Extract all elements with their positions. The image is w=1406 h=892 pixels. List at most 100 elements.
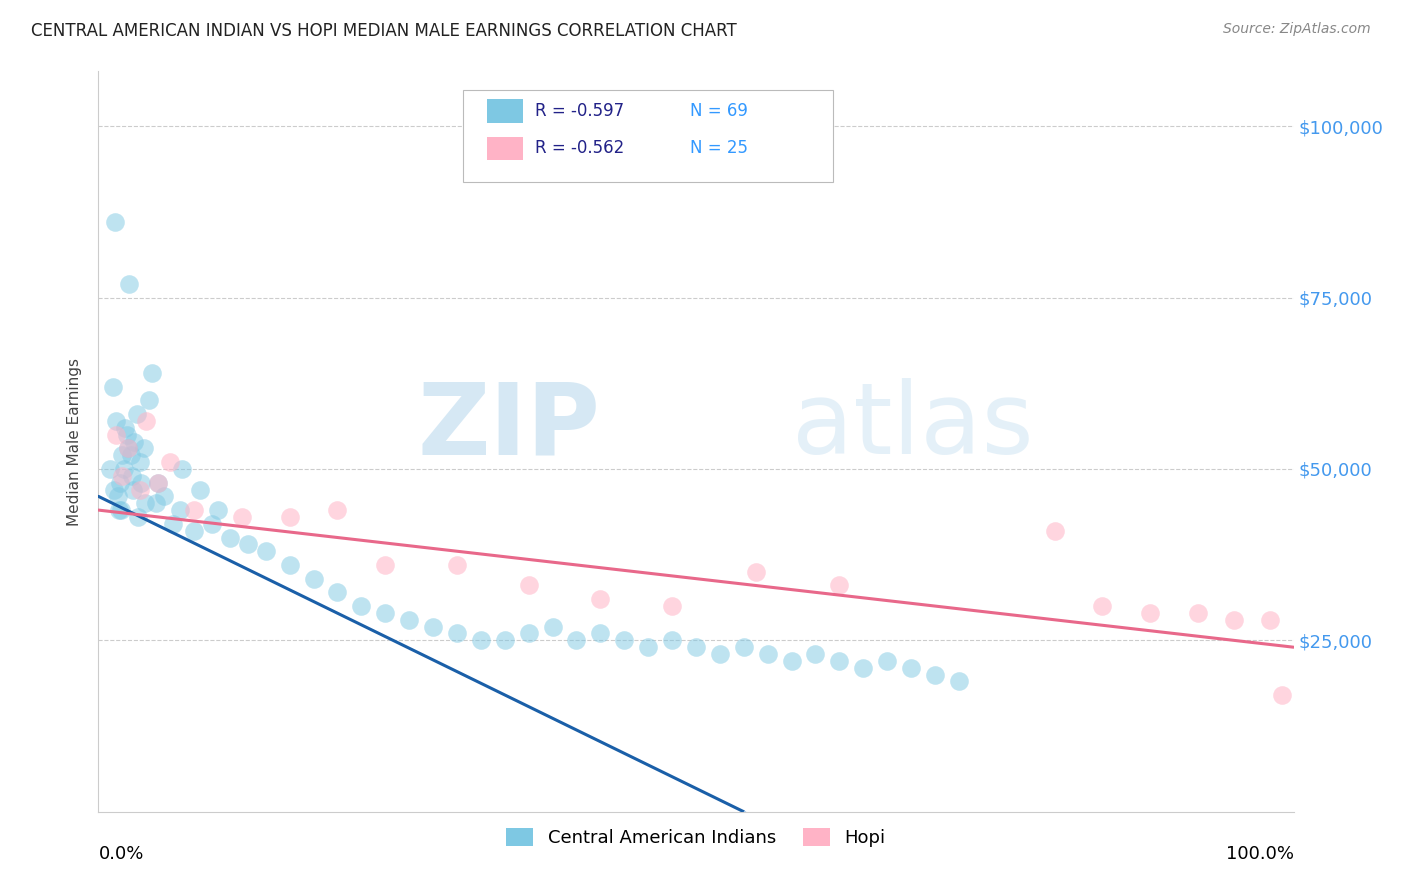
Point [105, 414, 128, 428]
Legend: Central American Indians, Hopi: Central American Indians, Hopi [499, 821, 893, 855]
Point [135, 414, 157, 428]
Point [541, 619, 564, 633]
Point [129, 455, 152, 469]
Point [733, 640, 755, 655]
Point [129, 483, 152, 497]
Text: CENTRAL AMERICAN INDIAN VS HOPI MEDIAN MALE EARNINGS CORRELATION CHART: CENTRAL AMERICAN INDIAN VS HOPI MEDIAN M… [31, 22, 737, 40]
Point [1271, 688, 1294, 702]
Point [131, 475, 153, 490]
Point [374, 606, 396, 620]
Text: 100.0%: 100.0% [1226, 845, 1294, 863]
Text: R = -0.562: R = -0.562 [534, 139, 624, 157]
Point [183, 503, 205, 517]
Text: atlas: atlas [792, 378, 1033, 475]
Point [132, 442, 155, 456]
Point [948, 674, 970, 689]
Point [278, 558, 301, 572]
Point [254, 544, 277, 558]
Point [105, 427, 128, 442]
Point [145, 496, 167, 510]
Text: N = 25: N = 25 [690, 139, 748, 157]
Point [148, 475, 170, 490]
Point [613, 633, 636, 648]
Point [114, 421, 136, 435]
Point [302, 572, 325, 586]
Point [565, 633, 588, 648]
Bar [486, 136, 523, 161]
Point [709, 647, 731, 661]
Point [231, 510, 253, 524]
Point [111, 448, 134, 462]
Point [422, 619, 444, 633]
Point [1223, 613, 1246, 627]
Point [326, 585, 349, 599]
Point [219, 531, 242, 545]
Point [183, 524, 205, 538]
Point [589, 592, 612, 607]
Point [207, 503, 229, 517]
Point [661, 633, 683, 648]
Point [121, 468, 143, 483]
Point [236, 537, 259, 551]
Text: N = 69: N = 69 [690, 103, 748, 120]
Point [115, 427, 138, 442]
Text: R = -0.597: R = -0.597 [534, 103, 624, 120]
Point [804, 647, 827, 661]
Point [350, 599, 373, 613]
Point [172, 462, 194, 476]
Point [120, 448, 142, 462]
Point [745, 565, 768, 579]
Point [110, 503, 132, 517]
Point [780, 654, 803, 668]
Point [637, 640, 659, 655]
Point [141, 366, 163, 380]
Point [162, 516, 184, 531]
Point [104, 215, 127, 229]
Point [1139, 606, 1161, 620]
Point [446, 558, 468, 572]
Point [153, 489, 176, 503]
Point [118, 277, 141, 291]
Point [1091, 599, 1114, 613]
Point [1043, 524, 1066, 538]
Text: 0.0%: 0.0% [98, 845, 143, 863]
Point [756, 647, 779, 661]
Point [122, 483, 145, 497]
Point [828, 578, 851, 592]
Point [828, 654, 851, 668]
Point [876, 654, 898, 668]
Point [111, 468, 134, 483]
Point [108, 475, 131, 490]
Point [685, 640, 707, 655]
Point [125, 407, 148, 421]
Point [101, 380, 124, 394]
Point [326, 503, 349, 517]
Point [134, 496, 156, 510]
Point [159, 455, 181, 469]
Point [900, 661, 922, 675]
Point [589, 626, 612, 640]
Point [446, 626, 468, 640]
Point [1187, 606, 1209, 620]
Point [852, 661, 875, 675]
Point [107, 503, 129, 517]
Point [517, 578, 540, 592]
Point [103, 483, 125, 497]
Point [517, 626, 540, 640]
Point [494, 633, 516, 648]
FancyBboxPatch shape [463, 90, 834, 183]
Point [201, 516, 224, 531]
Bar [486, 100, 523, 123]
Y-axis label: Median Male Earnings: Median Male Earnings [67, 358, 83, 525]
Point [148, 475, 170, 490]
Point [470, 633, 492, 648]
Point [924, 667, 946, 681]
Point [138, 393, 160, 408]
Point [98, 462, 122, 476]
Point [661, 599, 683, 613]
Point [107, 489, 129, 503]
Point [398, 613, 420, 627]
Point [117, 442, 139, 456]
Point [169, 503, 191, 517]
Point [374, 558, 396, 572]
